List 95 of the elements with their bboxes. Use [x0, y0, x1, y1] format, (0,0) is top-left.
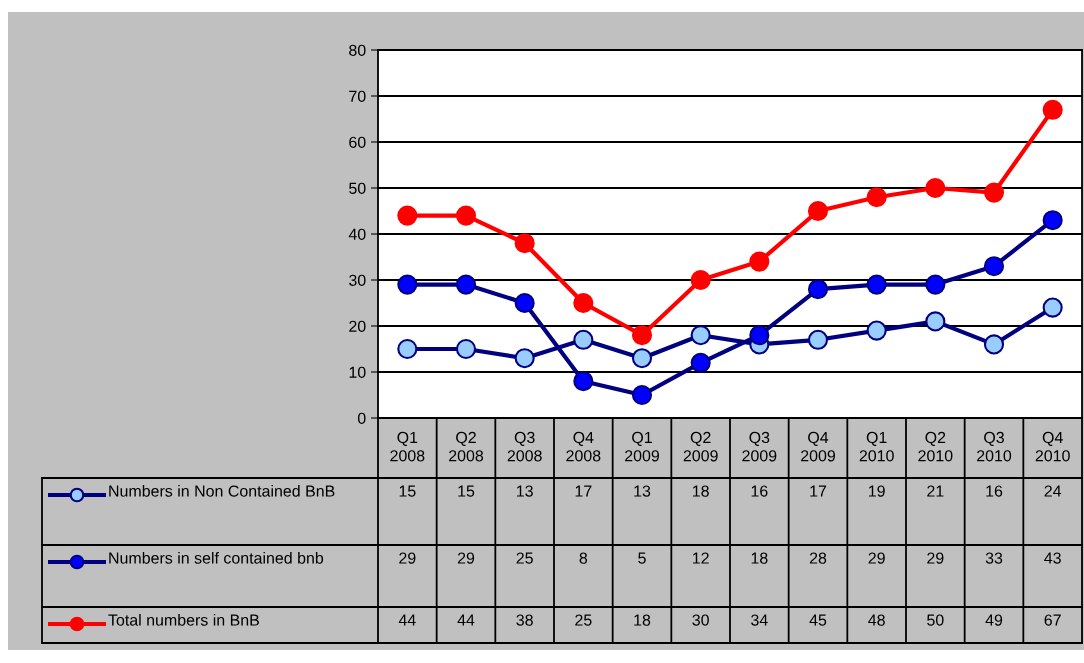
y-tick-label: 50 — [349, 182, 366, 194]
data-label: 67 — [1044, 614, 1061, 626]
point — [631, 348, 653, 369]
point — [807, 200, 829, 222]
y-tick-label: 40 — [348, 228, 366, 240]
point — [807, 279, 829, 300]
point — [397, 274, 418, 295]
data-label: 34 — [751, 614, 768, 626]
data-label: 17 — [575, 485, 592, 497]
data-label: 15 — [399, 485, 416, 497]
y-tick-label: 80 — [349, 44, 366, 56]
data-label: 38 — [516, 614, 533, 626]
point — [397, 338, 418, 360]
y-tick-label: 10 — [349, 366, 366, 378]
point — [631, 384, 653, 406]
data-label: 48 — [868, 614, 885, 626]
data-label: 8 — [579, 552, 588, 564]
point — [983, 334, 1005, 355]
point — [573, 329, 594, 350]
point — [631, 325, 653, 346]
point — [514, 233, 535, 254]
data-label: 15 — [458, 485, 475, 497]
data-label: 18 — [693, 485, 709, 497]
point — [455, 338, 477, 360]
data-label: 24 — [1044, 485, 1062, 497]
point — [397, 205, 418, 226]
data-label: 28 — [809, 552, 827, 564]
x-tick-label: Q3 2009 — [742, 431, 777, 462]
y-tick-label: 0 — [357, 412, 366, 424]
y-tick-label: 70 — [349, 90, 366, 102]
point — [1042, 297, 1063, 318]
point — [455, 274, 477, 295]
data-label: 33 — [985, 552, 1003, 564]
data-label: 49 — [985, 614, 1003, 626]
point — [690, 269, 711, 291]
data-label: 12 — [693, 552, 709, 564]
data-label: 13 — [517, 485, 533, 497]
legend-label: Total numbers in BnB — [108, 614, 259, 626]
data-label: 30 — [692, 614, 709, 626]
x-tick-label: Q4 2008 — [566, 431, 601, 462]
point — [807, 329, 829, 350]
x-tick-label: Q2 2010 — [918, 431, 953, 462]
data-label: 44 — [398, 614, 416, 626]
y-tick-label: 20 — [349, 320, 366, 332]
data-label: 45 — [809, 614, 827, 626]
point — [866, 320, 887, 341]
data-label: 21 — [927, 485, 944, 497]
point — [866, 187, 887, 208]
data-label: 29 — [927, 552, 944, 564]
point — [749, 325, 770, 346]
x-tick-label: Q1 2010 — [859, 431, 894, 462]
data-label: 18 — [634, 614, 651, 626]
data-label: 44 — [457, 614, 475, 626]
data-label: 25 — [575, 614, 592, 626]
point — [1042, 210, 1063, 231]
point — [866, 274, 887, 295]
legend-label: Numbers in Non Contained BnB — [109, 485, 335, 497]
x-tick-label: Q1 2009 — [625, 431, 660, 462]
data-label: 29 — [868, 552, 885, 564]
point — [690, 325, 711, 346]
x-tick-label: Q1 2008 — [390, 431, 425, 462]
point — [514, 292, 535, 314]
y-tick-label: 30 — [349, 274, 366, 286]
data-label: 50 — [927, 614, 944, 626]
data-label: 16 — [986, 485, 1003, 497]
x-tick-label: Q2 2009 — [683, 431, 718, 462]
data-label: 13 — [634, 485, 651, 497]
point — [573, 371, 594, 392]
x-tick-label: Q3 2008 — [507, 431, 542, 462]
data-label: 25 — [516, 552, 533, 564]
point — [749, 251, 770, 272]
point — [455, 205, 477, 226]
x-tick-label: Q3 2010 — [977, 431, 1012, 462]
legend-label: Numbers in self contained bnb — [109, 552, 324, 564]
y-tick-label: 60 — [349, 136, 366, 148]
data-label: 29 — [457, 552, 475, 564]
x-tick-label: Q2 2008 — [449, 431, 484, 462]
x-tick-label: Q4 2010 — [1035, 431, 1070, 462]
point — [573, 292, 594, 314]
data-label: 19 — [869, 485, 885, 497]
point — [1042, 99, 1063, 120]
point — [983, 256, 1005, 277]
point — [925, 177, 946, 199]
point — [983, 182, 1005, 203]
data-label: 16 — [751, 485, 768, 497]
data-label: 29 — [399, 552, 416, 564]
x-tick-label: Q4 2009 — [801, 431, 836, 462]
data-label: 5 — [638, 552, 646, 564]
data-label: 43 — [1044, 552, 1061, 564]
point — [925, 311, 946, 332]
point — [514, 348, 535, 369]
data-label: 17 — [810, 485, 827, 497]
point — [690, 352, 711, 373]
data-label: 18 — [751, 552, 768, 564]
point — [925, 274, 946, 295]
